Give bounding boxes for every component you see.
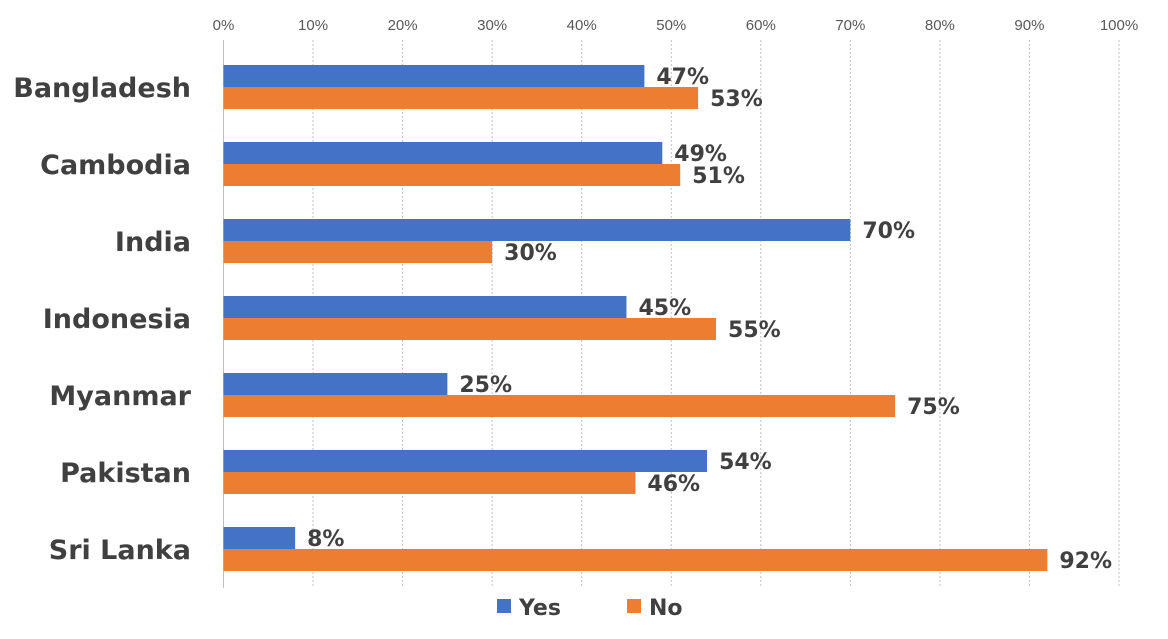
data-label-no-sri-lanka: 92% [1059,549,1112,574]
category-label-bangladesh: Bangladesh [13,73,191,104]
data-label-no-indonesia: 55% [728,318,781,343]
x-tick-label-70: 70% [835,17,865,34]
data-label-no-india: 30% [504,241,557,266]
x-tick-label-100: 100% [1100,17,1138,34]
bar-no-india [223,241,493,263]
x-tick-label-10: 10% [298,17,328,34]
bar-no-cambodia [223,164,681,186]
bar-yes-indonesia [223,296,627,318]
bar-no-myanmar [223,395,896,417]
data-label-yes-india: 70% [862,219,915,244]
category-label-pakistan: Pakistan [60,458,191,489]
bar-yes-myanmar [223,373,448,395]
legend-label-yes: Yes [518,596,561,621]
bar-no-indonesia [223,318,717,340]
category-label-myanmar: Myanmar [49,381,191,412]
data-label-no-bangladesh: 53% [710,87,763,112]
data-label-no-cambodia: 51% [692,164,745,189]
data-labels: 47%53% 49%51% 70% 30% 45% 55% 25% 75% 54% 46% 8% 92… [307,65,1112,574]
bar-no-bangladesh [223,87,699,109]
x-tick-label-30: 30% [477,17,507,34]
bar-yes-pakistan [223,450,708,472]
bar-yes-sri-lanka [223,527,296,549]
bar-no-sri-lanka [223,549,1048,571]
category-label-indonesia: Indonesia [43,304,191,335]
x-axis-ticks: 0% 10% 20% 30% 40% 50% 60% 70% 80% 90% 100% [213,17,1139,34]
data-label-yes-indonesia: 45% [638,296,691,321]
x-tick-label-40: 40% [567,17,597,34]
data-label-yes-myanmar: 25% [459,373,512,398]
x-tick-label-20: 20% [388,17,418,34]
category-label-cambodia: Cambodia [40,150,191,181]
category-labels: Bangladesh Cambodia India Indonesia Myanmar P… [13,73,191,566]
data-label-yes-cambodia: 49% [674,142,727,167]
bar-yes-cambodia [223,142,663,164]
legend-swatch-no [627,599,641,613]
bars [223,65,1048,571]
legend: Yes No [497,596,683,621]
data-label-yes-pakistan: 54% [719,450,772,475]
data-label-no-pakistan: 46% [647,472,700,497]
category-label-india: India [115,227,191,258]
category-label-sri-lanka: Sri Lanka [49,535,191,566]
data-label-no-myanmar: 75% [907,395,960,420]
bar-yes-india [223,219,851,241]
bar-yes-bangladesh [223,65,645,87]
data-label-yes-bangladesh: 47% [656,65,709,90]
x-tick-label-80: 80% [925,17,955,34]
x-tick-label-90: 90% [1014,17,1044,34]
x-tick-label-0: 0% [213,17,235,34]
legend-label-no: No [649,596,683,621]
bar-no-pakistan [223,472,636,494]
x-tick-label-50: 50% [656,17,686,34]
data-label-yes-sri-lanka: 8% [307,527,344,552]
x-tick-label-60: 60% [746,17,776,34]
legend-swatch-yes [497,599,511,613]
